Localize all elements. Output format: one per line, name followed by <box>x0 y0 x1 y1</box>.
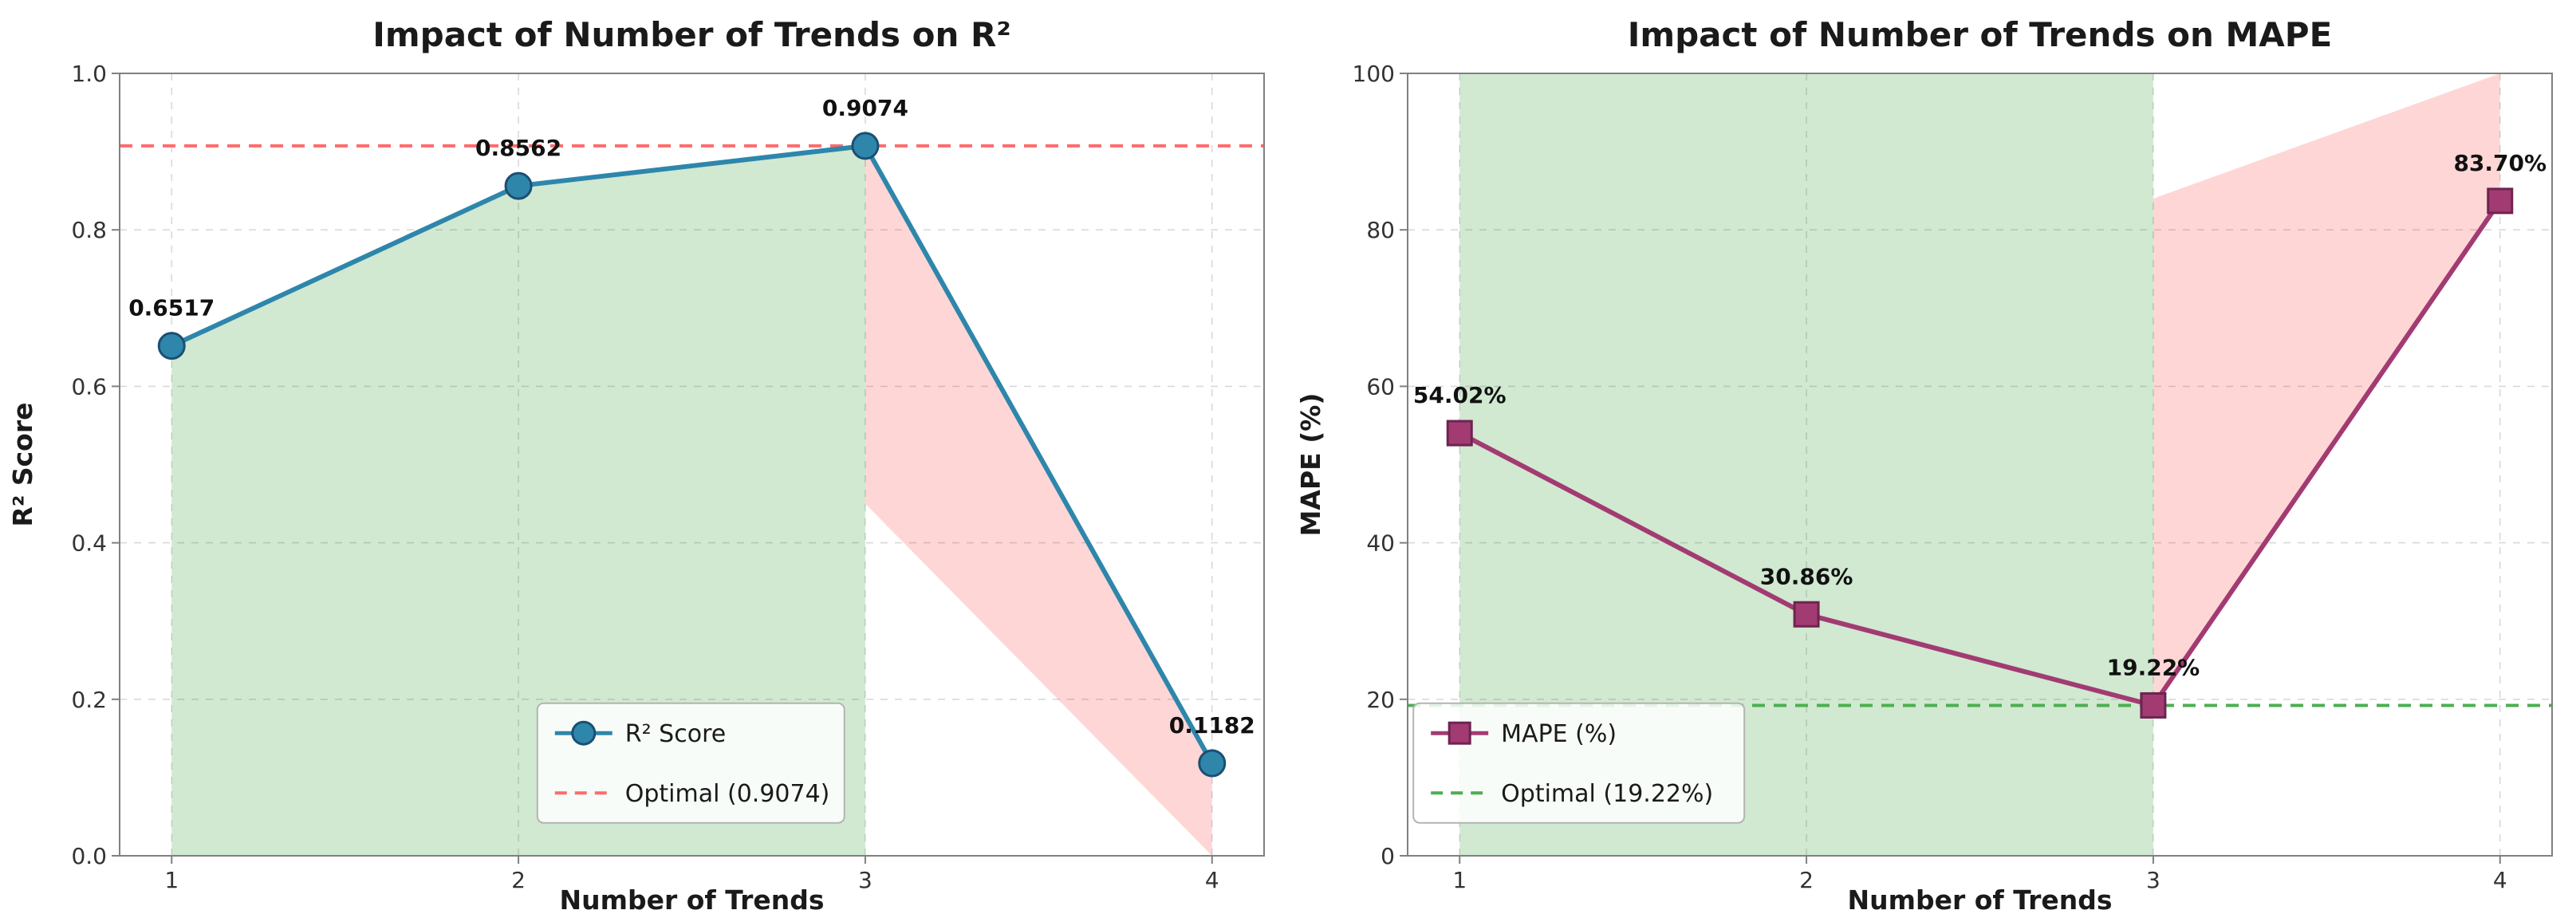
x-tick-label: 3 <box>858 867 872 893</box>
legend: MAPE (%) Optimal (19.22%) <box>1412 702 1746 824</box>
x-tick-label: 3 <box>2146 867 2160 893</box>
bad-region-shade <box>865 145 1212 857</box>
data-point-marker <box>1198 749 1227 778</box>
y-axis-title: MAPE (%) <box>1295 393 1326 537</box>
data-label: 0.6517 <box>128 295 215 321</box>
axes-spines <box>1407 73 2553 857</box>
legend-label: Optimal (0.9074) <box>625 780 830 808</box>
data-point-marker <box>2487 187 2514 215</box>
y-tick-label: 0.6 <box>71 373 107 400</box>
data-label: 0.9074 <box>822 95 908 121</box>
y-tick-label: 60 <box>1366 373 1395 400</box>
x-axis-title: Number of Trends <box>1847 884 2112 914</box>
y-tick-label: 0.0 <box>71 843 107 869</box>
data-point-marker <box>2140 691 2167 719</box>
data-point-marker <box>157 332 186 360</box>
legend: R² Score Optimal (0.9074) <box>536 702 845 824</box>
y-tick-label: 80 <box>1366 217 1395 243</box>
y-tick-label: 100 <box>1353 61 1395 87</box>
legend-sample-circle-marker <box>571 720 597 746</box>
legend-sample-square-marker <box>1448 721 1471 745</box>
data-point-marker <box>1793 601 1820 628</box>
y-tick-label: 0.8 <box>71 217 107 243</box>
chart-title: Impact of Number of Trends on R² <box>372 15 1011 54</box>
data-point-marker <box>851 132 880 160</box>
y-axis-title: R² Score <box>7 402 38 526</box>
y-tick-label: 20 <box>1366 687 1395 713</box>
x-tick-label: 1 <box>1452 867 1467 893</box>
x-axis-title: Number of Trends <box>559 884 824 914</box>
data-label: 0.1182 <box>1169 712 1255 739</box>
y-tick-label: 0.4 <box>71 530 107 557</box>
y-tick-label: 0 <box>1381 843 1395 869</box>
data-label: 0.8562 <box>475 135 561 161</box>
chart-r2-score: 0.6517 0.8562 0.9074 0.1182 1 2 3 4 0.0 0.2 0.4 0.6… <box>7 15 1265 914</box>
x-tick-label: 4 <box>1205 867 1219 893</box>
x-tick-label: 4 <box>2493 867 2507 893</box>
data-point-marker <box>504 171 533 200</box>
bad-region-shade <box>2153 73 2500 706</box>
x-tick-label: 2 <box>1799 867 1814 893</box>
legend-box <box>1412 702 1746 824</box>
series-line <box>1457 198 2503 708</box>
chart-title: Impact of Number of Trends on MAPE <box>1628 15 2333 54</box>
data-label: 83.70% <box>2453 150 2546 176</box>
data-label: 19.22% <box>2107 654 2200 680</box>
legend-label: MAPE (%) <box>1501 720 1617 748</box>
data-point-marker <box>1446 420 1473 447</box>
x-tick-label: 1 <box>164 867 179 893</box>
axes-spines <box>119 73 1265 857</box>
y-tick-label: 0.2 <box>71 687 107 713</box>
data-label: 30.86% <box>1760 563 1853 589</box>
x-tick-label: 2 <box>511 867 526 893</box>
good-region-shade <box>171 145 865 857</box>
y-tick-label: 1.0 <box>71 61 107 87</box>
chart-mape: 54.02%30.86%19.22%83.70%1 2 3 4020406080100… <box>1295 15 2553 914</box>
y-tick-label: 40 <box>1366 530 1395 557</box>
legend-label: Optimal (19.22%) <box>1501 780 1713 808</box>
data-label: 54.02% <box>1413 382 1507 408</box>
series-line <box>169 143 1215 766</box>
legend-box <box>536 702 845 824</box>
legend-label: R² Score <box>625 720 726 748</box>
